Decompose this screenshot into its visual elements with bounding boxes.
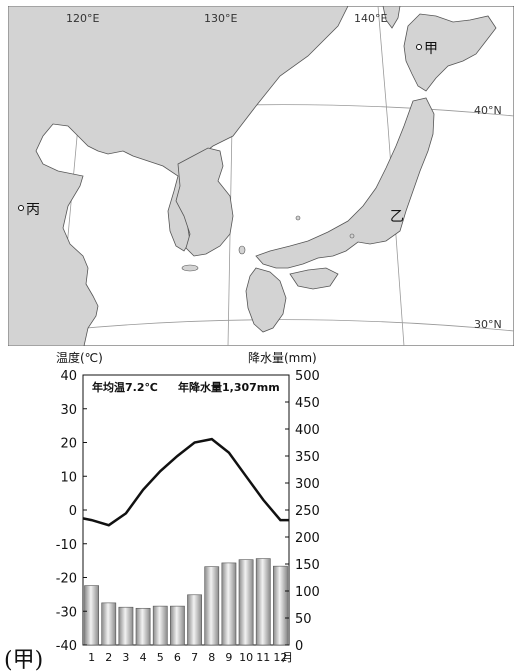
right-tick-label: 0 <box>295 639 303 654</box>
left-axis-ticks: 40 30 20 10 0 -10 -20 -30 -40 <box>56 369 87 654</box>
left-tick-label: -30 <box>56 605 77 620</box>
small-islands <box>181 215 355 272</box>
place-label-jia: 甲 <box>424 41 438 57</box>
precipitation-bar-2 <box>101 602 117 646</box>
longitude-label-140: 140°E <box>354 12 387 25</box>
left-tick-label: 10 <box>60 470 77 485</box>
precipitation-bar-11 <box>255 558 271 646</box>
sakhalin <box>382 6 401 29</box>
right-tick-label: 500 <box>295 369 320 384</box>
climate-chart: 温度(℃) 降水量(mm) 年均温7.2℃ 年降水量1,307mm 403020… <box>4 350 320 672</box>
right-tick-label: 400 <box>295 423 320 438</box>
right-tick-label: 450 <box>295 396 320 411</box>
x-axis-unit: 月 <box>282 651 293 664</box>
latitude-label-40: 40°N <box>474 104 502 117</box>
temperature-line <box>82 437 289 527</box>
place-label-bing: 丙 <box>26 202 40 218</box>
left-tick-label: 30 <box>60 403 77 418</box>
place-label-yi: 乙 <box>390 209 404 225</box>
latitude-label-30: 30°N <box>474 318 502 331</box>
month-label-9: 9 <box>225 651 232 664</box>
left-tick-label: 20 <box>60 437 77 452</box>
annual-mean-temperature: 年均温7.2℃ <box>92 380 158 394</box>
precipitation-bar-10 <box>238 559 254 646</box>
korean-peninsula <box>175 147 234 257</box>
chart-caption: (甲) <box>4 648 43 672</box>
longitude-label-120: 120°E <box>66 12 99 25</box>
precipitation-bar-5 <box>152 605 168 646</box>
precipitation-bar-1 <box>84 585 99 646</box>
right-tick-label: 100 <box>295 585 320 600</box>
kyushu <box>245 267 287 333</box>
left-tick-label: 0 <box>69 504 77 519</box>
month-label-8: 8 <box>208 651 215 664</box>
month-label-4: 4 <box>140 651 147 664</box>
month-label-5: 5 <box>157 651 164 664</box>
japan-region-map: 120°E 130°E 140°E 40°N 30°N 甲 乙 丙 <box>8 6 514 346</box>
hokkaido <box>403 13 497 92</box>
month-label-3: 3 <box>122 651 129 664</box>
month-label-2: 2 <box>105 651 112 664</box>
right-tick-label: 350 <box>295 450 320 465</box>
left-tick-label: -10 <box>56 538 77 553</box>
precipitation-bar-4 <box>135 607 151 646</box>
precipitation-bars <box>84 558 288 646</box>
precipitation-bar-12 <box>273 565 288 646</box>
left-tick-label: -20 <box>56 572 77 587</box>
longitude-label-130: 130°E <box>204 12 237 25</box>
month-label-12: 12 <box>273 651 287 664</box>
precipitation-bar-3 <box>118 606 134 646</box>
month-ticks: 1 2 3 4 5 6 7 8 9 10 11 12 <box>88 651 287 664</box>
month-label-11: 11 <box>256 651 270 664</box>
right-tick-label: 200 <box>295 531 320 546</box>
left-tick-label: -40 <box>56 639 77 654</box>
right-tick-label: 300 <box>295 477 320 492</box>
right-tick-label: 150 <box>295 558 320 573</box>
month-label-10: 10 <box>239 651 253 664</box>
marker-bing <box>18 205 24 211</box>
precipitation-bar-6 <box>170 605 185 646</box>
precipitation-bar-7 <box>187 594 202 646</box>
marker-jia <box>416 44 422 50</box>
month-label-6: 6 <box>174 651 181 664</box>
left-tick-label: 40 <box>60 369 77 384</box>
month-label-7: 7 <box>191 651 198 664</box>
precipitation-bar-8 <box>204 566 220 646</box>
right-tick-label: 50 <box>295 612 312 627</box>
month-label-1: 1 <box>88 651 95 664</box>
honshu <box>255 97 435 269</box>
shikoku <box>289 267 339 290</box>
left-axis-title: 温度(℃) <box>56 350 103 365</box>
annual-precipitation: 年降水量1,307mm <box>178 380 280 394</box>
right-tick-label: 250 <box>295 504 320 519</box>
precipitation-bar-9 <box>221 562 237 646</box>
right-axis-title: 降水量(mm) <box>248 351 317 365</box>
